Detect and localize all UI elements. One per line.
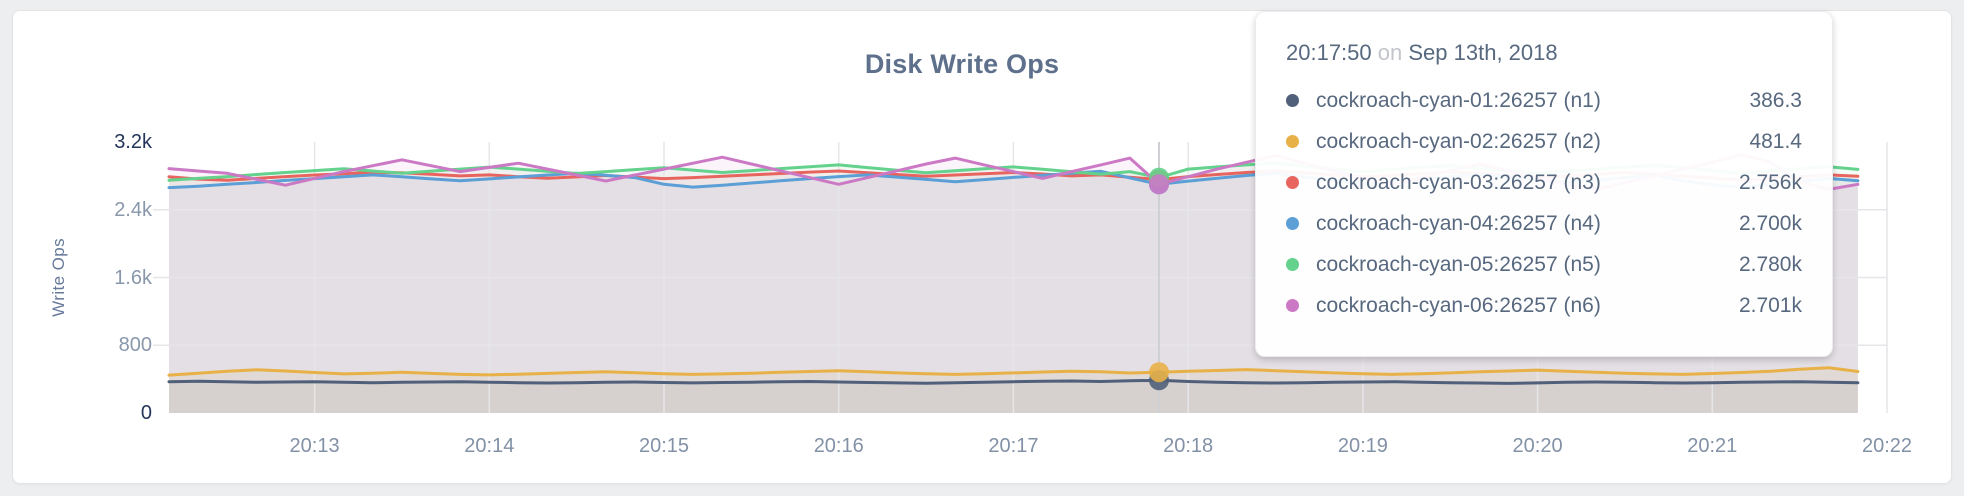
tooltip-time: 20:17:50 — [1286, 40, 1372, 65]
y-axis-tick-label: 0 — [140, 402, 152, 424]
series-value: 2.700k — [1738, 211, 1802, 235]
series-name: cockroach-cyan-03:26257 (n3) — [1316, 170, 1601, 194]
hover-dot-n2 — [1149, 362, 1169, 383]
x-axis-tick-label: 20:21 — [1687, 435, 1738, 457]
series-name: cockroach-cyan-01:26257 (n1) — [1316, 88, 1601, 112]
metric-graph-card: Disk Write Ops Write Ops 3.2k 2.4k 1.6k 800… — [12, 10, 1952, 484]
series-value: 386.3 — [1749, 88, 1802, 112]
tooltip-row: cockroach-cyan-04:26257 (n4) 2.700k — [1286, 203, 1802, 244]
series-line-n2 — [167, 366, 1860, 377]
tooltip-row: cockroach-cyan-05:26257 (n5) 2.780k — [1286, 244, 1802, 285]
series-color-dot — [1286, 299, 1299, 312]
series-color-dot — [1286, 135, 1299, 148]
series-name: cockroach-cyan-05:26257 (n5) — [1316, 252, 1601, 276]
series-value: 2.756k — [1738, 170, 1802, 194]
series-line-n1 — [167, 378, 1860, 385]
x-axis-tick-label: 20:22 — [1861, 435, 1913, 457]
tooltip-row: cockroach-cyan-01:26257 (n1) 386.3 — [1286, 80, 1802, 121]
x-axis-tick-label: 20:14 — [464, 435, 515, 457]
x-axis-tick-label: 20:20 — [1512, 435, 1563, 457]
hover-dot-n6 — [1149, 174, 1169, 195]
tooltip-row: cockroach-cyan-06:26257 (n6) 2.701k — [1286, 285, 1802, 326]
series-name: cockroach-cyan-04:26257 (n4) — [1316, 211, 1601, 235]
series-value: 2.780k — [1738, 252, 1802, 276]
tooltip-date: Sep 13th, 2018 — [1408, 40, 1558, 65]
series-color-dot — [1286, 94, 1299, 107]
x-axis-tick-label: 20:19 — [1337, 435, 1388, 457]
tooltip-rows: cockroach-cyan-01:26257 (n1) 386.3 cockroa… — [1286, 80, 1802, 326]
hover-tooltip: 20:17:50 on Sep 13th, 2018 cockroach-cya… — [1255, 11, 1833, 357]
series-value: 2.701k — [1738, 293, 1802, 317]
series-name: cockroach-cyan-02:26257 (n2) — [1316, 129, 1601, 153]
x-axis-tick-label: 20:17 — [988, 435, 1039, 457]
x-axis-tick-label: 20:16 — [813, 435, 864, 457]
series-color-dot — [1286, 217, 1299, 230]
tooltip-header: 20:17:50 on Sep 13th, 2018 — [1286, 40, 1802, 66]
series-value: 481.4 — [1749, 129, 1802, 153]
x-axis-tick-label: 20:18 — [1163, 435, 1214, 457]
chart-title: Disk Write Ops — [864, 49, 1060, 79]
tooltip-row: cockroach-cyan-03:26257 (n3) 2.756k — [1286, 162, 1802, 203]
y-axis-tick-label: 3.2k — [114, 131, 152, 153]
tooltip-row: cockroach-cyan-02:26257 (n2) 481.4 — [1286, 121, 1802, 162]
x-axis-tick-label: 20:15 — [638, 435, 690, 457]
y-axis-tick-label: 800 — [118, 334, 152, 357]
x-axis-tick-label: 20:13 — [289, 435, 340, 457]
series-color-dot — [1286, 258, 1299, 271]
y-axis-tick-label: 2.4k — [114, 198, 152, 221]
series-color-dot — [1286, 176, 1299, 189]
series-name: cockroach-cyan-06:26257 (n6) — [1316, 293, 1601, 317]
tooltip-on-word: on — [1377, 40, 1403, 65]
y-axis-tick-label: 1.6k — [114, 266, 152, 289]
